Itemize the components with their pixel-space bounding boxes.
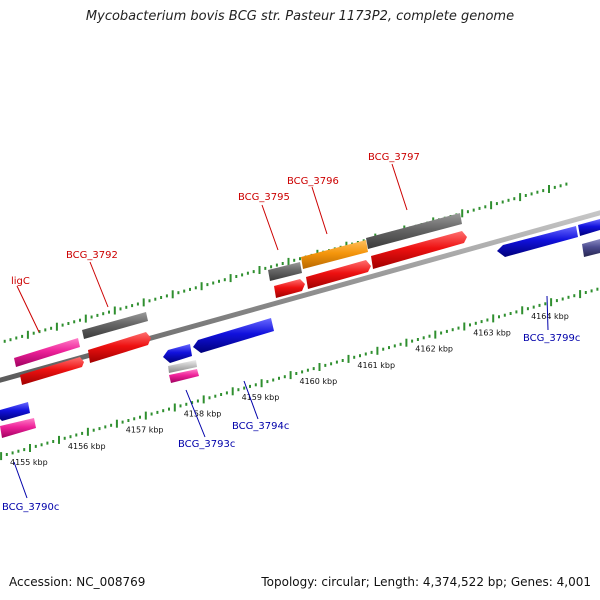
scale-label: 4161 kbp (357, 361, 395, 370)
gene-BCG_3793c-blue[interactable] (163, 344, 192, 363)
scale-label: 4159 kbp (242, 393, 280, 402)
gene-BCG_3790c-blue[interactable] (0, 402, 30, 421)
gene-ligC-red[interactable] (20, 357, 84, 385)
gene-label-BCG_3797[interactable]: BCG_3797 (368, 152, 420, 163)
gene-BCG_3790c-magenta[interactable] (0, 418, 36, 438)
gene-label-BCG_3795[interactable]: BCG_3795 (238, 192, 290, 203)
scale-label: 4164 kbp (531, 312, 569, 321)
reverse-genes (0, 219, 600, 438)
gene-BCG_3794c-blue[interactable] (193, 318, 274, 353)
gene-label-BCG_3799c[interactable]: BCG_3799c (523, 333, 580, 344)
gene-BCG_3796-red[interactable] (306, 260, 371, 289)
gene-BCG_3792-gray[interactable] (82, 312, 148, 339)
gene-BCG_3795-gray[interactable] (268, 262, 302, 281)
gene-BCG_3795-red[interactable] (274, 279, 305, 298)
genome-summary-text: Topology: circular; Length: 4,374,522 bp… (261, 575, 591, 589)
scale-label: 4157 kbp (126, 426, 164, 435)
forward-genes (14, 213, 467, 385)
gene-BCG_3792-red[interactable] (88, 332, 151, 363)
gene-BCG_3799c-partial-blue[interactable] (578, 219, 600, 236)
scale-label: 4158 kbp (184, 409, 222, 418)
scale-label: 4162 kbp (415, 345, 453, 354)
label-leaders (13, 163, 549, 499)
gene-BCG_3796-orange[interactable] (301, 240, 368, 269)
scale-label: 4155 kbp (10, 458, 48, 467)
scale-labels: 4155 kbp 4156 kbp 4157 kbp 4158 kbp 4159 kbp… (10, 312, 569, 467)
gene-label-BCG_3792[interactable]: BCG_3792 (66, 250, 118, 261)
map-title: Mycobacterium bovis BCG str. Pasteur 117… (85, 9, 515, 24)
gene-BCG_3797-gray[interactable] (366, 213, 462, 249)
reverse-tick-track (0, 287, 599, 461)
gene-label-BCG_3796[interactable]: BCG_3796 (287, 176, 339, 187)
gene-BCG_3797-red[interactable] (371, 231, 467, 269)
gene-labels: ligC BCG_3792 BCG_3795 BCG_3796 BCG_3797… (2, 152, 580, 513)
scale-label: 4160 kbp (300, 377, 338, 386)
gene-label-BCG_3793c[interactable]: BCG_3793c (178, 439, 235, 450)
gene-ligC-magenta[interactable] (14, 338, 80, 367)
gene-BCG_3799c-blue[interactable] (497, 226, 578, 257)
gene-BCG_3793c-silver[interactable] (168, 360, 197, 373)
scale-label: 4163 kbp (473, 328, 511, 337)
gene-label-BCG_3790c[interactable]: BCG_3790c (2, 502, 59, 513)
gene-BCG_3793c-magenta[interactable] (169, 369, 199, 383)
accession-text: Accession: NC_008769 (9, 575, 146, 589)
gene-partial-purple[interactable] (582, 239, 600, 257)
gene-label-ligC[interactable]: ligC (11, 276, 30, 287)
scale-label: 4156 kbp (68, 442, 106, 451)
gene-label-BCG_3794c[interactable]: BCG_3794c (232, 421, 289, 432)
